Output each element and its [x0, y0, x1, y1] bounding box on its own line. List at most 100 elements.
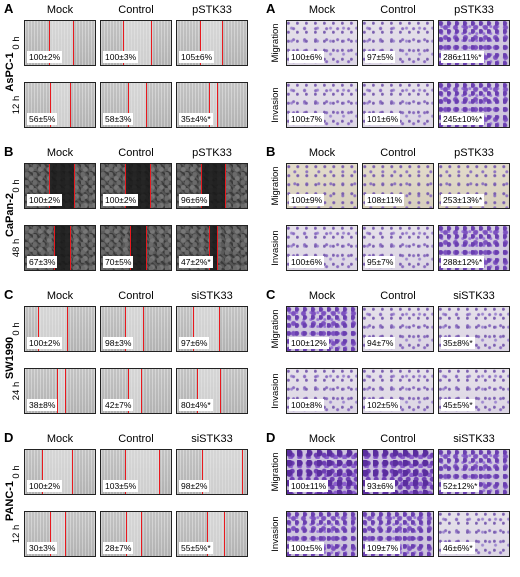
wound-edge-line	[209, 226, 210, 270]
panel-letter: B	[4, 144, 14, 159]
quantification-label: 100±5%	[289, 542, 325, 554]
wound-image: 35±4%*	[176, 82, 248, 128]
column-header: Control	[380, 433, 416, 445]
column-header: pSTK33	[192, 147, 232, 159]
wound-edge-line	[50, 83, 51, 127]
wound-image: 100±3%	[100, 20, 172, 66]
quantification-label: 93±6%	[365, 480, 396, 492]
wound-image: 80±4%*	[176, 368, 248, 414]
wound-edge-line	[125, 450, 126, 494]
transwell-image: 95±7%	[362, 225, 434, 271]
time-label: 24 h	[11, 381, 22, 401]
panel-letter: B	[266, 144, 276, 159]
wound-edge-line	[49, 164, 50, 208]
wound-image: 100±2%	[24, 306, 96, 352]
quantification-label: 100±11%	[289, 480, 329, 492]
quantification-label: 108±11%	[365, 194, 405, 206]
quantification-label: 80±4%*	[179, 399, 213, 411]
wound-edge-line	[201, 164, 202, 208]
transwell-image: 100±9%	[286, 163, 358, 209]
wound-edge-line	[73, 21, 74, 65]
wound-edge-line	[143, 307, 144, 351]
assay-label: Migration	[270, 23, 281, 63]
quantification-label: 42±7%	[103, 399, 134, 411]
wound-edge-line	[197, 369, 198, 413]
wound-edge-line	[126, 512, 127, 556]
quantification-label: 67±3%	[27, 256, 58, 268]
wound-image: 103±5%	[100, 449, 172, 495]
wound-edge-line	[209, 83, 210, 127]
quantification-label: 47±2%*	[179, 256, 213, 268]
quantification-label: 100±12%	[289, 337, 329, 349]
column-header: Mock	[308, 290, 336, 302]
wound-edge-line	[220, 369, 221, 413]
time-label: 12 h	[11, 524, 22, 544]
panel-letter: A	[266, 1, 276, 16]
quantification-label: 52±12%*	[441, 480, 480, 492]
quantification-label: 103±5%	[103, 480, 139, 492]
column-header: Mock	[308, 147, 336, 159]
wound-edge-line	[219, 307, 220, 351]
wound-gap	[130, 226, 146, 270]
column-header: Control	[118, 290, 154, 302]
wound-image: 56±5%	[24, 82, 96, 128]
transwell-image: 94±7%	[362, 306, 434, 352]
quantification-label: 100±9%	[289, 194, 325, 206]
wound-edge-line	[141, 512, 142, 556]
panel-letter: D	[266, 430, 276, 445]
transwell-image: 102±5%	[362, 368, 434, 414]
wound-edge-line	[125, 307, 126, 351]
wound-edge-line	[70, 226, 71, 270]
quantification-label: 56±5%	[27, 113, 58, 125]
column-header: Mock	[308, 4, 336, 16]
wound-edge-line	[49, 21, 50, 65]
quantification-label: 55±5%*	[179, 542, 213, 554]
wound-edge-line	[222, 21, 223, 65]
wound-edge-line	[242, 450, 243, 494]
wound-edge-line	[65, 512, 66, 556]
assay-label: Invasion	[270, 87, 281, 123]
wound-image: 28±7%	[100, 511, 172, 557]
wound-image: 38±8%	[24, 368, 96, 414]
wound-edge-line	[217, 83, 218, 127]
quantification-label: 100±2%	[27, 337, 63, 349]
quantification-label: 45±5%*	[441, 399, 475, 411]
wound-edge-line	[70, 83, 71, 127]
quantification-label: 95±7%	[365, 256, 396, 268]
wound-edge-line	[128, 369, 129, 413]
wound-edge-line	[125, 164, 126, 208]
wound-edge-line	[38, 307, 39, 351]
wound-gap	[209, 83, 217, 127]
quantification-label: 98±3%	[103, 337, 134, 349]
transwell-image: 100±12%	[286, 306, 358, 352]
column-header: Mock	[46, 4, 74, 16]
quantification-label: 58±3%	[103, 113, 134, 125]
column-header: siSTK33	[453, 433, 495, 445]
wound-image: 70±5%	[100, 225, 172, 271]
wound-image: 30±3%	[24, 511, 96, 557]
quantification-label: 94±7%	[365, 337, 396, 349]
wound-image: 100±2%	[100, 163, 172, 209]
quantification-label: 100±6%	[289, 256, 325, 268]
column-header: Control	[118, 433, 154, 445]
assay-label: Invasion	[270, 230, 281, 266]
transwell-image: 100±5%	[286, 511, 358, 557]
assay-label: Migration	[270, 309, 281, 349]
quantification-label: 100±2%	[27, 194, 63, 206]
wound-image: 97±6%	[176, 306, 248, 352]
wound-image: 55±5%*	[176, 511, 248, 557]
transwell-image: 288±12%*	[438, 225, 510, 271]
quantification-label: 100±6%	[289, 51, 325, 63]
wound-image: 105±6%	[176, 20, 248, 66]
wound-edge-line	[72, 450, 73, 494]
wound-edge-line	[200, 21, 201, 65]
quantification-label: 100±2%	[103, 194, 139, 206]
assay-label: Migration	[270, 452, 281, 492]
quantification-label: 253±13%*	[441, 194, 485, 206]
panel-letter: C	[4, 287, 14, 302]
transwell-image: 45±5%*	[438, 368, 510, 414]
time-label: 0 h	[11, 36, 22, 50]
transwell-image: 245±10%*	[438, 82, 510, 128]
transwell-image: 101±6%	[362, 82, 434, 128]
assay-label: Invasion	[270, 516, 281, 552]
